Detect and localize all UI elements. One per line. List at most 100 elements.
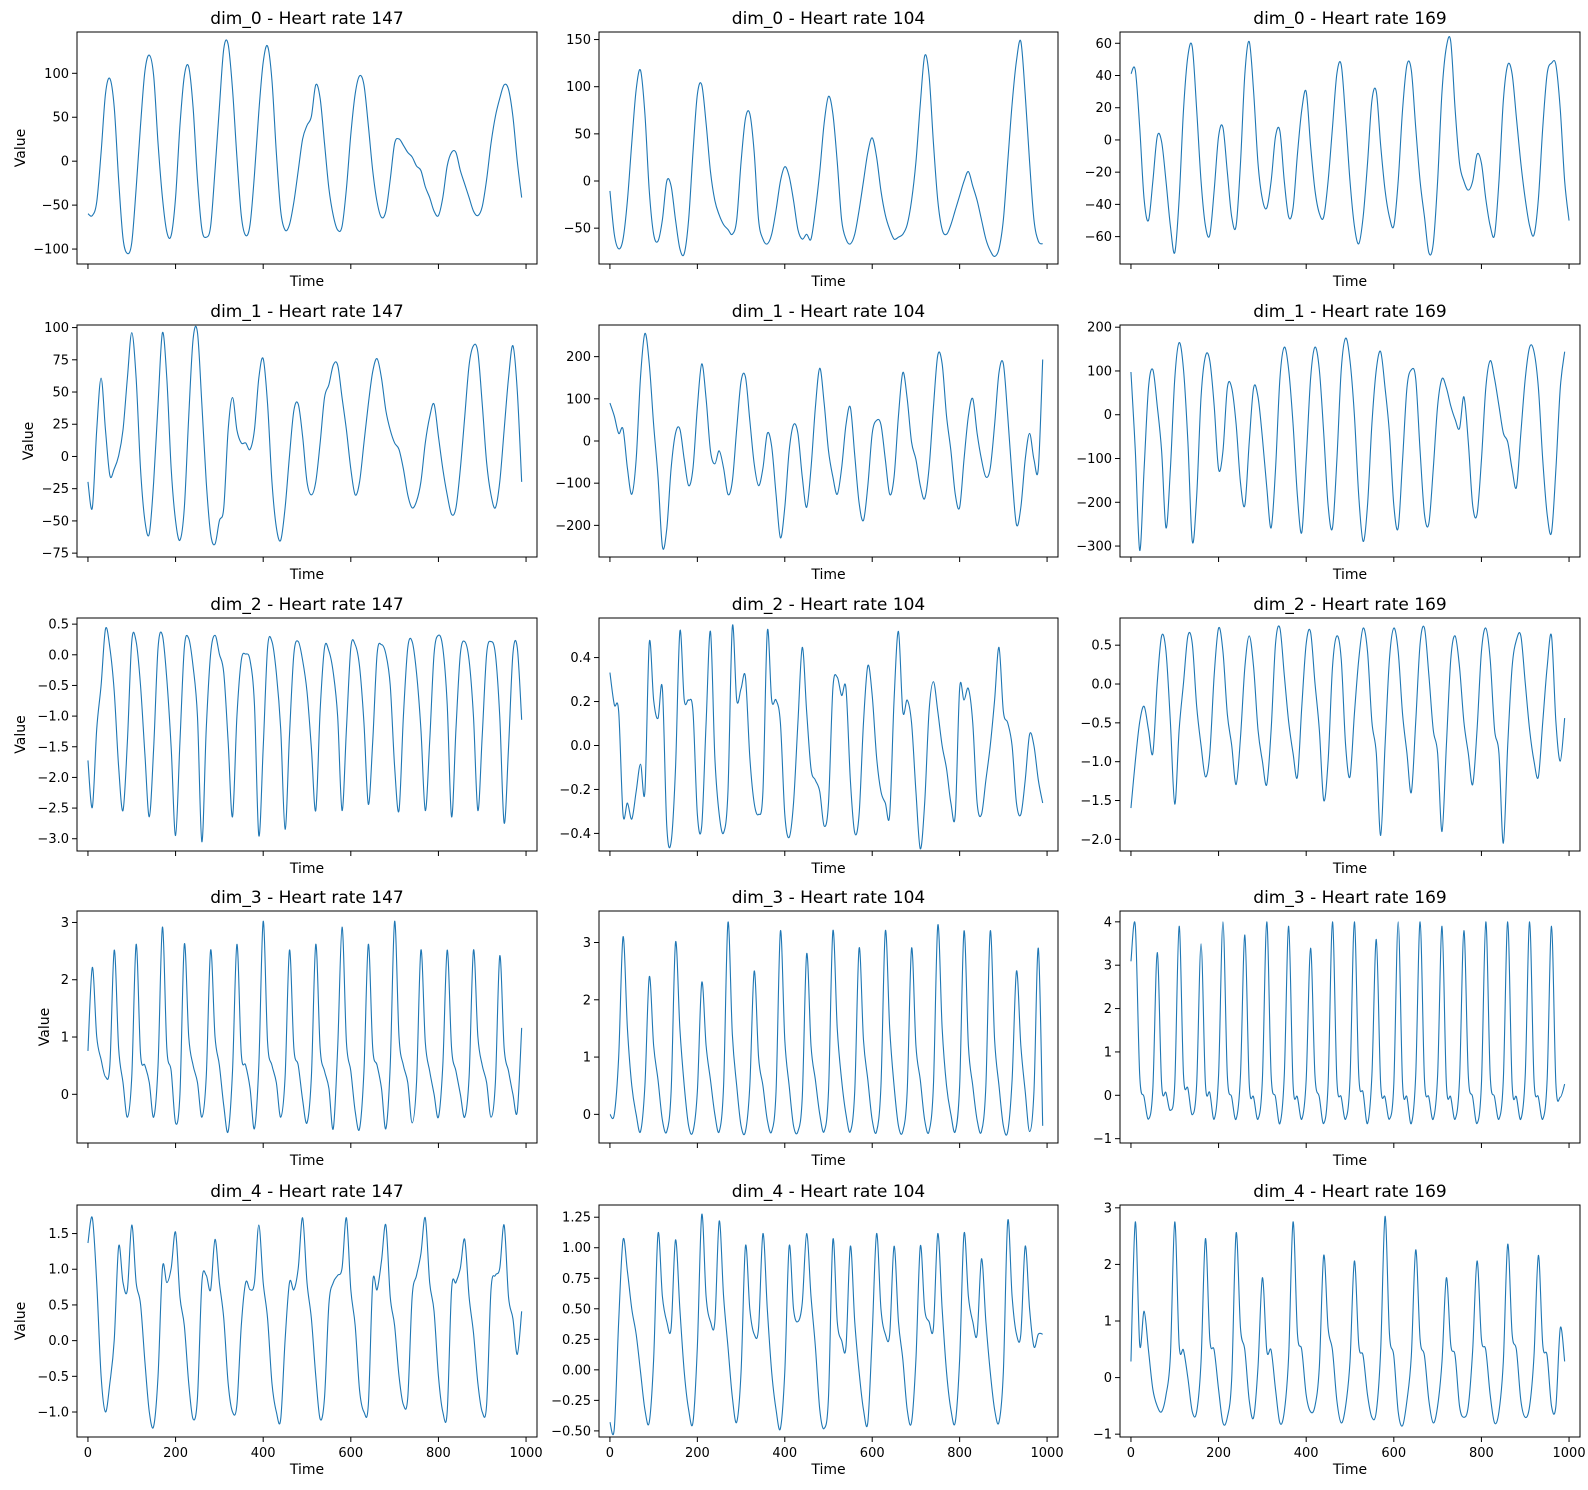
series-line <box>609 1213 1043 1436</box>
y-tick-label: 0.50 <box>562 1302 591 1317</box>
y-tick-label: −0.5 <box>1080 716 1112 731</box>
y-tick-label: 40 <box>1095 69 1112 84</box>
y-tick-label: 0.5 <box>1091 639 1112 654</box>
y-tick-label: −2.0 <box>37 771 69 786</box>
y-tick-label: 0.2 <box>570 695 591 710</box>
x-axis-label: Time <box>289 567 324 583</box>
y-tick-label: −1.0 <box>37 710 69 725</box>
y-axis-label: Value <box>37 1008 53 1046</box>
y-tick-label: 0.0 <box>1091 678 1112 693</box>
y-tick-label: 0 <box>583 175 591 190</box>
axes-frame <box>1119 324 1581 558</box>
y-tick-label: 1.00 <box>562 1241 591 1256</box>
x-tick-label: 0 <box>1127 1446 1135 1461</box>
x-axis-label: Time <box>289 1153 324 1169</box>
y-tick-label: −1 <box>1093 1428 1112 1443</box>
y-tick-label: 200 <box>1087 321 1112 336</box>
y-tick-label: 0.0 <box>48 648 69 663</box>
subplot-title: dim_0 - Heart rate 169 <box>1253 9 1446 29</box>
axes-frame <box>76 324 538 558</box>
y-tick-label: 60 <box>1095 37 1112 52</box>
axes-frame <box>598 1204 1059 1438</box>
series-line <box>1130 337 1566 551</box>
subplot-title: dim_4 - Heart rate 104 <box>732 1182 925 1202</box>
x-axis-label: Time <box>1332 567 1367 583</box>
y-tick-label: 1 <box>583 1051 591 1066</box>
y-tick-label: 0.00 <box>562 1363 591 1378</box>
y-tick-label: −75 <box>42 547 69 562</box>
y-tick-label: 1 <box>1104 1045 1112 1060</box>
y-tick-label: −100 <box>555 477 591 492</box>
x-axis-label: Time <box>810 1153 845 1169</box>
y-tick-label: 50 <box>52 386 69 401</box>
y-tick-label: −20 <box>1085 166 1112 181</box>
x-axis-label: Time <box>289 861 324 877</box>
y-tick-label: 1 <box>1104 1315 1112 1330</box>
y-tick-label: −100 <box>1076 452 1112 467</box>
y-tick-label: −25 <box>42 482 69 497</box>
subplot-title: dim_2 - Heart rate 147 <box>210 595 403 615</box>
axes-frame <box>598 31 1059 265</box>
y-tick-label: 3 <box>61 916 69 931</box>
subplot-2-0: −3.0 −2.5 −2.0 −1.5 −1.0 −0.5 0.0 0.5 dim_2 - He… <box>13 595 538 877</box>
x-tick-label: 800 <box>426 1446 451 1461</box>
x-axis-label: Time <box>810 567 845 583</box>
y-tick-label: −1.5 <box>1080 794 1112 809</box>
axes-frame <box>598 617 1059 852</box>
y-tick-label: −50 <box>42 514 69 529</box>
x-tick-label: 400 <box>251 1446 276 1461</box>
subplot-0-0: −100 −50 0 50 100 dim_0 - Heart rate 147 Time V… <box>13 9 538 290</box>
y-tick-label: 50 <box>52 111 69 126</box>
y-axis-label: Value <box>13 129 29 167</box>
y-tick-label: −0.50 <box>551 1424 591 1439</box>
y-tick-label: −0.5 <box>37 1370 69 1385</box>
subplot-3-2: −1 0 1 2 3 4 dim_3 - Heart rate 169 Time <box>1093 888 1581 1169</box>
axes-frame <box>1119 31 1581 265</box>
subplot-4-2: 0 200 400 600 800 1000 −1 0 1 2 3 dim_4 - Heart rat… <box>1093 1182 1586 1478</box>
y-tick-label: 50 <box>574 127 591 142</box>
x-axis-label: Time <box>289 1462 324 1478</box>
y-tick-label: −50 <box>564 222 591 237</box>
subplot-title: dim_4 - Heart rate 147 <box>210 1182 403 1202</box>
y-tick-label: −2.5 <box>37 802 69 817</box>
x-tick-label: 1000 <box>1031 1446 1064 1461</box>
y-tick-label: 0 <box>1104 1371 1112 1386</box>
y-tick-label: 1.0 <box>48 1263 69 1278</box>
series-line <box>87 325 523 546</box>
y-tick-label: 1.5 <box>48 1227 69 1242</box>
subplot-1-1: −200 −100 0 100 200 dim_1 - Heart rate 104 Tim… <box>555 302 1059 583</box>
y-tick-label: 75 <box>52 353 69 368</box>
y-tick-label: 2 <box>1104 1258 1112 1273</box>
y-tick-label: −60 <box>1085 230 1112 245</box>
y-tick-label: −1.0 <box>1080 755 1112 770</box>
y-tick-label: −200 <box>555 519 591 534</box>
y-tick-label: 0 <box>61 1088 69 1103</box>
x-tick-label: 600 <box>1381 1446 1406 1461</box>
x-tick-label: 0 <box>606 1446 614 1461</box>
y-tick-label: −3.0 <box>37 832 69 847</box>
subplot-0-2: −60 −40 −20 0 20 40 60 dim_0 - Heart rate 169 Ti… <box>1085 9 1581 290</box>
subplot-title: dim_0 - Heart rate 104 <box>732 9 925 29</box>
subplot-2-2: −2.0 −1.5 −1.0 −0.5 0.0 0.5 dim_2 - Heart rate… <box>1080 595 1581 877</box>
y-tick-label: 0 <box>61 450 69 465</box>
y-tick-label: −1.0 <box>37 1406 69 1421</box>
x-axis-label: Time <box>1332 1153 1367 1169</box>
y-tick-label: 100 <box>566 392 591 407</box>
y-tick-label: 3 <box>1104 1201 1112 1216</box>
x-tick-label: 200 <box>685 1446 710 1461</box>
subplot-title: dim_3 - Heart rate 104 <box>732 888 925 908</box>
y-tick-label: −1 <box>1093 1132 1112 1147</box>
y-tick-label: 0.5 <box>48 1298 69 1313</box>
axes-frame <box>1119 617 1581 852</box>
series-line <box>609 624 1044 850</box>
y-tick-label: 100 <box>44 321 69 336</box>
x-axis-label: Time <box>810 1462 845 1478</box>
y-tick-label: 2 <box>1104 1002 1112 1017</box>
y-tick-label: 100 <box>44 67 69 82</box>
y-tick-label: 0.0 <box>570 739 591 754</box>
y-tick-label: 0 <box>583 1108 591 1123</box>
subplot-title: dim_1 - Heart rate 147 <box>210 302 403 322</box>
axes-frame <box>76 1204 538 1438</box>
subplot-title: dim_2 - Heart rate 169 <box>1253 595 1446 615</box>
